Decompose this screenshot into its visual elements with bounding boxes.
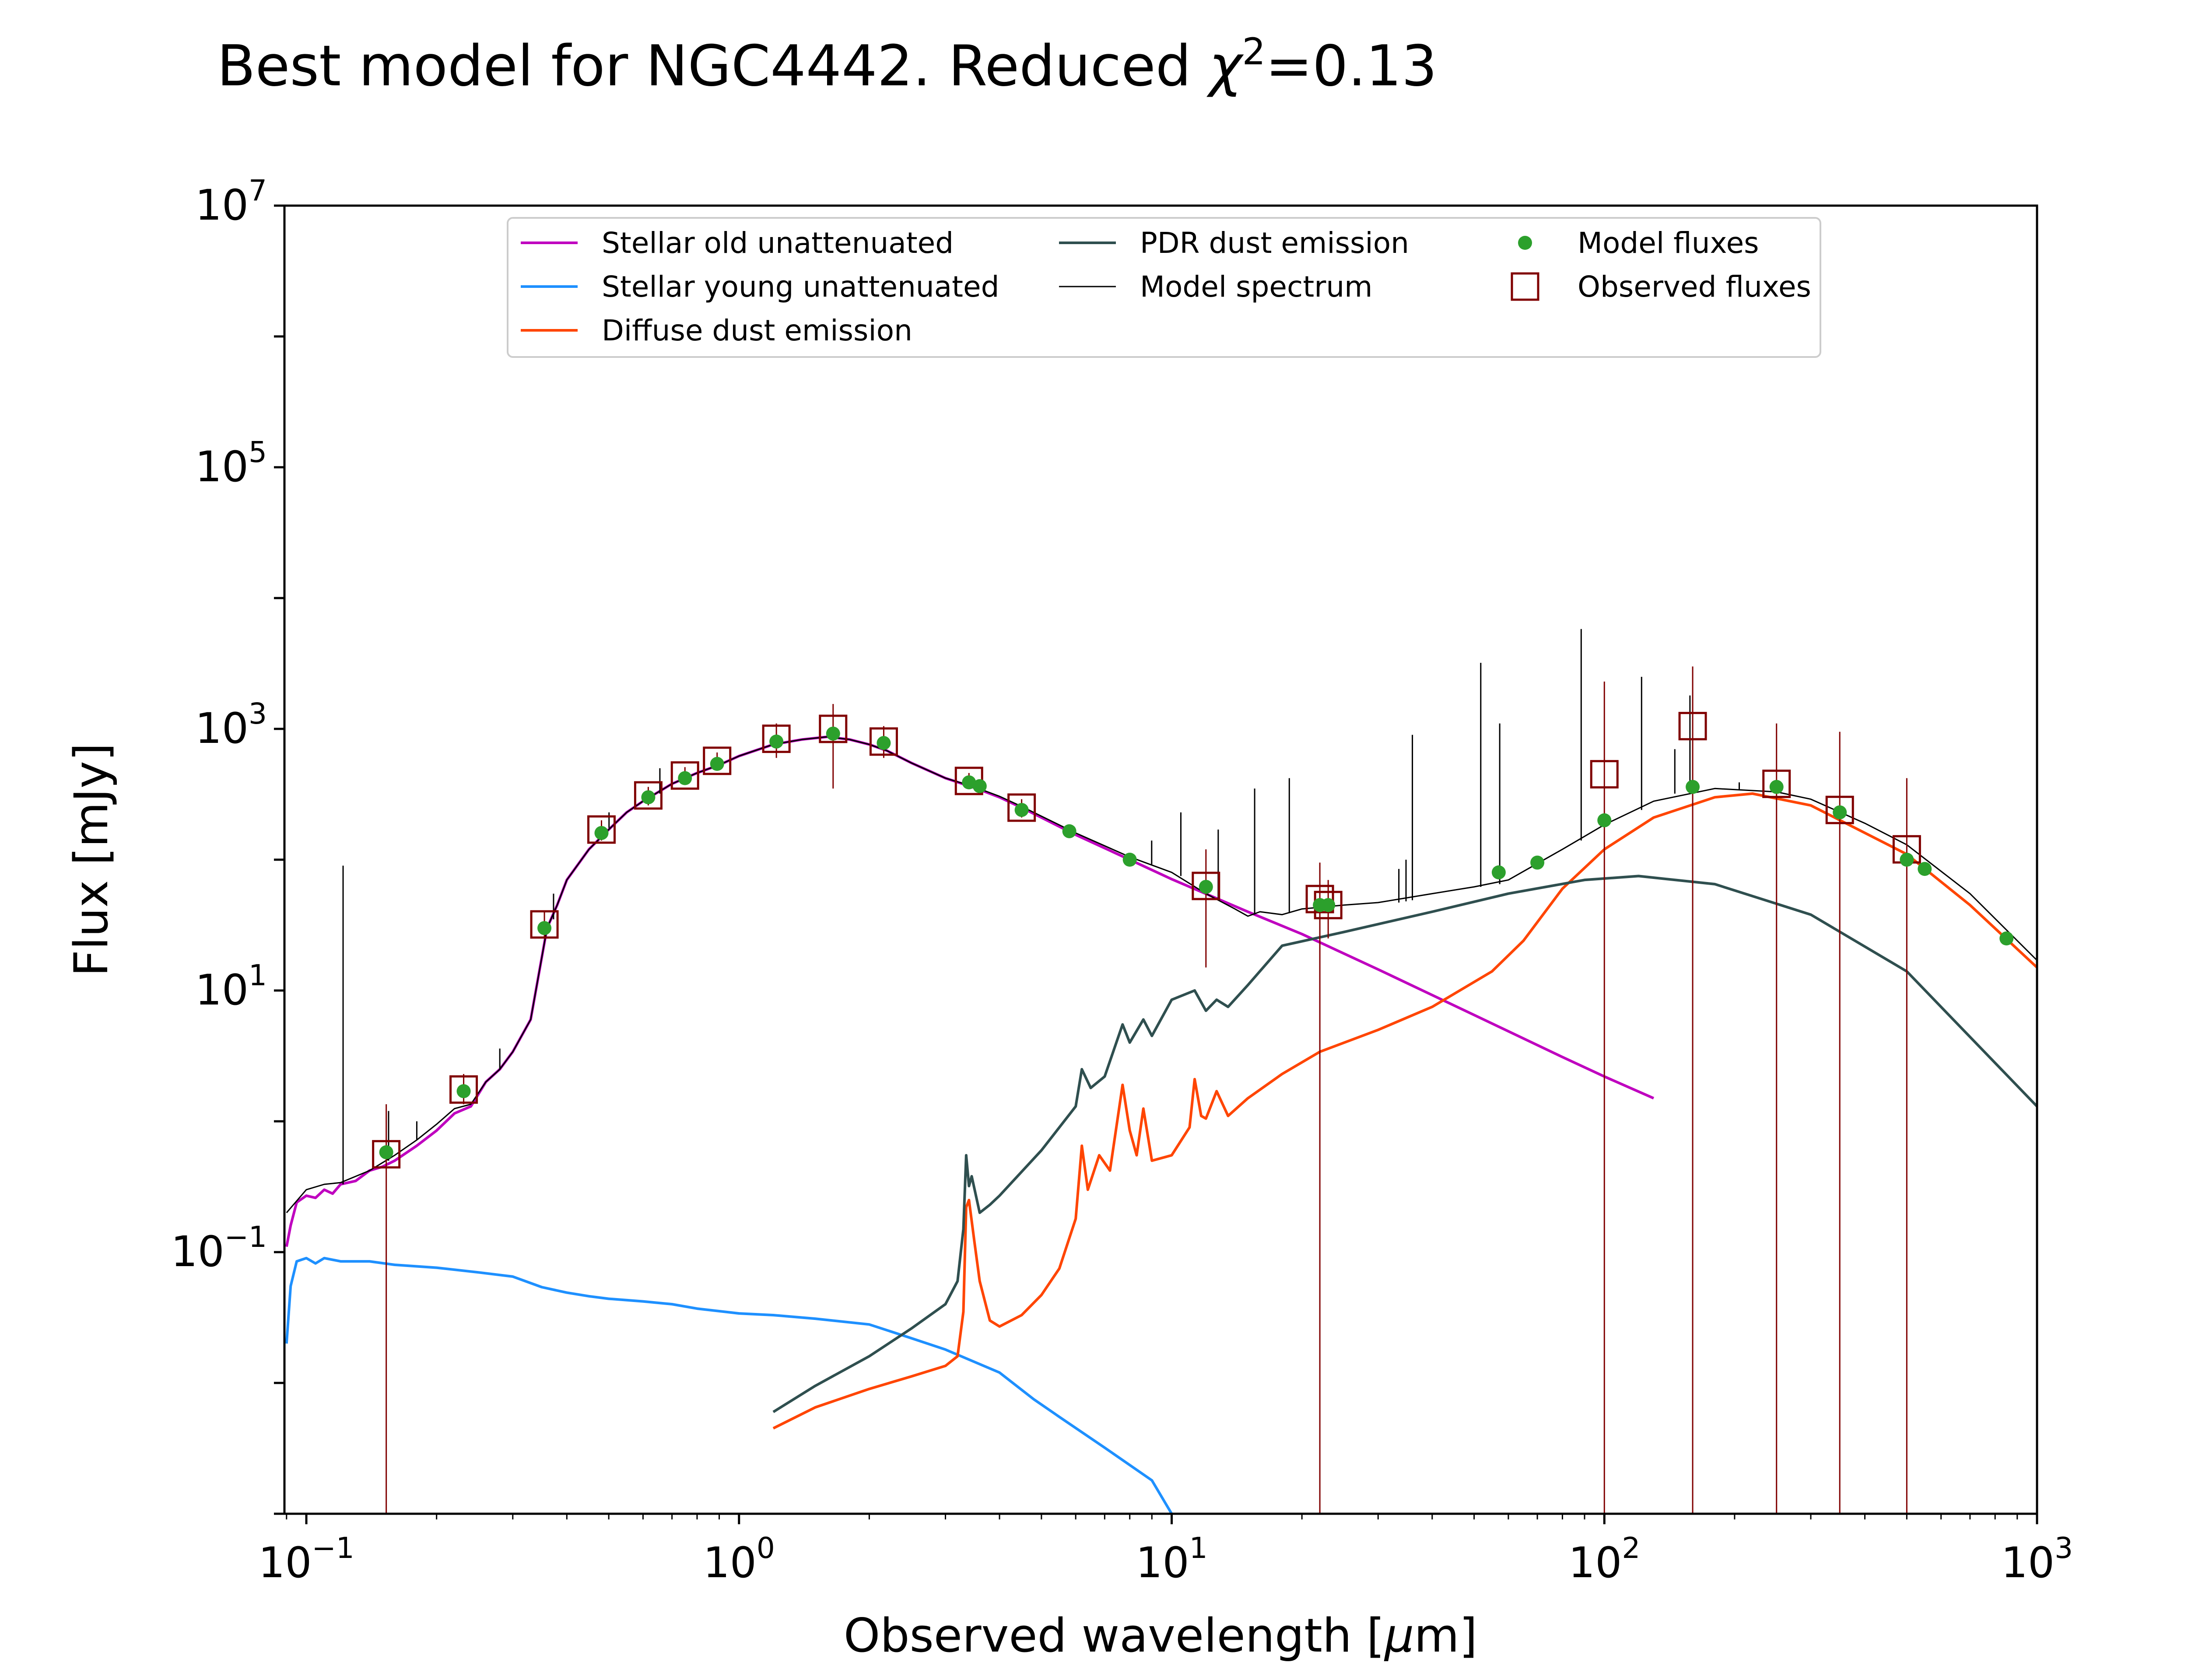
- observed-flux-8: [819, 714, 848, 743]
- model-flux-17: [1321, 898, 1336, 912]
- model-flux-25: [1918, 862, 1932, 876]
- x-axis-label-unit: m]: [1414, 1609, 1478, 1662]
- x-axis-label-text: Observed wavelength [: [844, 1609, 1385, 1662]
- x-tick-label: 100: [703, 1531, 775, 1587]
- error-bars-layer: [386, 666, 1907, 1514]
- model-flux-7: [769, 734, 784, 749]
- model-fluxes-layer: [379, 726, 2014, 1159]
- observed-flux-3: [587, 815, 616, 844]
- legend-label: Stellar young unattenuated: [602, 270, 999, 304]
- observed-flux-9: [869, 727, 898, 756]
- model-flux-23: [1833, 805, 1847, 819]
- model-flux-13: [1062, 824, 1076, 838]
- x-tick-label: 101: [1136, 1531, 1207, 1587]
- model-flux-15: [1199, 880, 1213, 894]
- legend-item-stellar-young-unattenuated: Stellar young unattenuated: [521, 270, 999, 304]
- legend-box: [507, 217, 1821, 358]
- chart-title: Best model for NGC4442. Reduced χ2=0.13: [217, 30, 1437, 99]
- observed-flux-6: [703, 746, 732, 775]
- chart-title-rest: =0.13: [1266, 34, 1437, 99]
- model-flux-4: [641, 790, 656, 805]
- model-flux-1: [456, 1084, 471, 1099]
- x-axis: 10−1 100 101 102 103: [258, 1514, 2073, 1587]
- legend-item-diffuse-dust-emission: Diffuse dust emission: [521, 314, 912, 347]
- model-flux-19: [1530, 855, 1545, 870]
- observed-flux-11: [1007, 793, 1036, 822]
- legend-item-stellar-old-unattenuated: Stellar old unattenuated: [521, 226, 954, 260]
- series-line-stellar-young-unattenuated: [285, 1256, 1173, 1514]
- observed-fluxes-layer: [372, 712, 1921, 1169]
- y-tick-label: 105: [195, 435, 267, 491]
- legend-label: Model fluxes: [1578, 226, 1759, 260]
- model-flux-0: [379, 1145, 393, 1159]
- model-flux-18: [1491, 865, 1506, 879]
- model-flux-8: [826, 726, 840, 741]
- observed-flux-7: [762, 724, 791, 753]
- model-flux-2: [537, 921, 552, 935]
- model-flux-9: [877, 736, 891, 750]
- x-axis-label-mu: μ: [1384, 1609, 1414, 1662]
- legend-label: Model spectrum: [1140, 270, 1372, 304]
- model-flux-20: [1597, 813, 1612, 827]
- legend-item-observed-fluxes: Observed fluxes: [1511, 270, 1811, 304]
- model-flux-11: [972, 779, 987, 793]
- chart-title-sup: 2: [1242, 30, 1265, 73]
- plot-frame: [283, 204, 2038, 1515]
- model-flux-5: [678, 771, 692, 785]
- series-line-model-spectrum: [286, 736, 2037, 1213]
- observed-flux-12: [1192, 872, 1220, 900]
- series-line-pdr-dust-emission: [772, 875, 2037, 1413]
- model-flux-22: [1769, 780, 1784, 794]
- x-tick-label: 103: [2001, 1531, 2073, 1587]
- chart-title-text: Best model for NGC4442. Reduced: [217, 34, 1209, 99]
- observed-flux-13: [1305, 885, 1334, 914]
- observed-flux-17: [1762, 770, 1791, 798]
- y-axis-label: Flux [mJy]: [64, 743, 118, 976]
- observed-flux-15: [1590, 760, 1619, 789]
- x-axis-label: Observed wavelength [μm]: [844, 1609, 1477, 1662]
- model-flux-26: [1999, 931, 2014, 946]
- legend-item-model-spectrum: Model spectrum: [1059, 270, 1372, 304]
- series-line-diffuse-dust-emission: [772, 792, 2037, 1430]
- x-tick-label: 102: [1568, 1531, 1640, 1587]
- model-flux-21: [1686, 780, 1700, 794]
- y-tick-label: 103: [195, 697, 267, 753]
- legend-label: Stellar old unattenuated: [602, 226, 954, 260]
- series-line-stellar-old-unattenuated: [285, 735, 1655, 1247]
- plot-area: [285, 629, 2037, 1514]
- legend: Stellar old unattenuated Stellar young un…: [507, 217, 1821, 358]
- legend-item-pdr-dust-emission: PDR dust emission: [1059, 226, 1409, 260]
- legend-label: Diffuse dust emission: [602, 314, 912, 347]
- model-flux-14: [1122, 853, 1137, 867]
- observed-flux-1: [449, 1075, 478, 1104]
- legend-label: PDR dust emission: [1140, 226, 1409, 260]
- model-flux-12: [1014, 803, 1029, 817]
- chart-title-chi: χ: [1206, 34, 1244, 99]
- observed-flux-18: [1825, 795, 1854, 824]
- legend-label: Observed fluxes: [1578, 270, 1811, 304]
- legend-swatch: [1518, 236, 1532, 250]
- model-flux-3: [594, 826, 609, 840]
- model-flux-6: [710, 757, 724, 771]
- spectral-lines-layer: [342, 629, 1740, 1184]
- model-flux-24: [1900, 853, 1914, 867]
- legend-swatch: [1511, 272, 1539, 301]
- y-tick-label: 10−1: [171, 1220, 267, 1276]
- observed-flux-16: [1678, 712, 1707, 741]
- y-tick-label: 101: [195, 959, 267, 1015]
- y-tick-label: 107: [195, 174, 267, 230]
- series-layer: [285, 735, 2037, 1514]
- x-tick-label: 10−1: [258, 1531, 354, 1587]
- observed-flux-4: [634, 781, 663, 810]
- y-axis: 10−1 101 103 105 107: [171, 174, 284, 1515]
- observed-flux-0: [372, 1140, 401, 1169]
- observed-flux-2: [530, 910, 559, 939]
- legend-item-model-fluxes: Model fluxes: [1518, 226, 1759, 260]
- model-flux-10: [962, 775, 976, 790]
- observed-flux-5: [670, 761, 699, 790]
